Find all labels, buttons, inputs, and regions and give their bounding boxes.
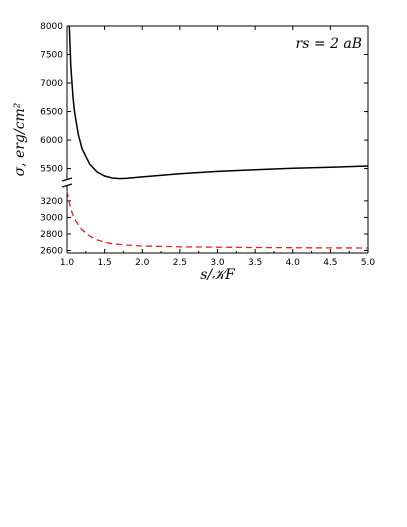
y-tick-label-lower: 2800: [40, 230, 63, 240]
y-tick-label-upper: 7000: [40, 79, 63, 89]
y-tick-label-upper: 6500: [40, 108, 63, 118]
series-layer: [66, 25, 369, 249]
x-tick-label: 1.0: [60, 258, 75, 268]
y-tick-label-upper: 5500: [40, 165, 63, 175]
break-slash-2: [61, 183, 73, 188]
x-tick-label: 2.0: [135, 258, 150, 268]
x-tick-label: 4.0: [286, 258, 301, 268]
plot-frame: [66, 25, 369, 254]
y-tick-label-upper: 8000: [40, 22, 63, 32]
axis-break-mark: [61, 177, 73, 188]
x-tick-label: 1.5: [97, 258, 111, 268]
series-line-solid: [68, 25, 369, 180]
y-tick-label-lower: 2600: [40, 247, 63, 257]
y-tick-label-upper: 7500: [40, 51, 63, 61]
annotation-rs: rs = 2 aB: [296, 36, 363, 52]
break-slash-1: [61, 177, 73, 182]
x-tick-label: 5.0: [361, 258, 376, 268]
y-tick-label-upper: 6000: [40, 136, 63, 146]
y-tick-label-lower: 3200: [40, 197, 63, 207]
axis-ticks: 1.0 1.5 2.0 2.5 3.0 3.5 4.0 4.5 5.0 5500 6000 6500 7…: [40, 22, 375, 268]
x-tick-label: 3.0: [210, 258, 225, 268]
x-tick-label: 2.5: [173, 258, 187, 268]
x-tick-label: 4.5: [323, 258, 337, 268]
y-tick-label-lower: 3000: [40, 213, 63, 223]
x-tick-label: 3.5: [248, 258, 262, 268]
x-axis-title: s/𝒦F: [200, 267, 236, 283]
series-line-dashed: [66, 190, 369, 249]
y-axis-title: σ, erg/cm²: [12, 102, 28, 176]
